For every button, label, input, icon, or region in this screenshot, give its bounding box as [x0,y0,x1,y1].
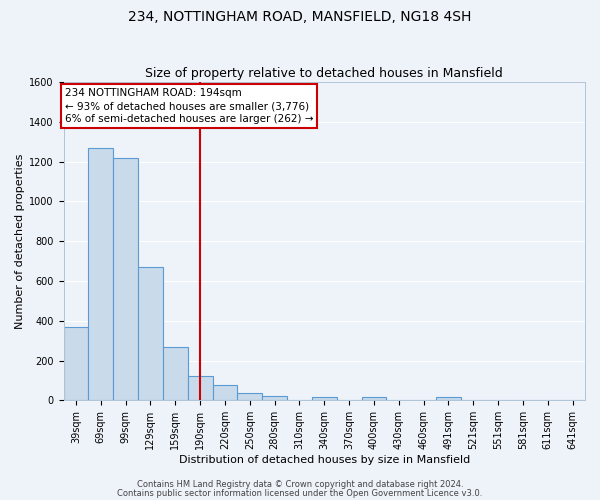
Bar [138,267,163,400]
Bar [238,394,262,400]
Text: 234, NOTTINGHAM ROAD, MANSFIELD, NG18 4SH: 234, NOTTINGHAM ROAD, MANSFIELD, NG18 4S… [128,10,472,24]
Bar [188,376,212,400]
Bar [212,386,238,400]
Bar [262,396,287,400]
X-axis label: Distribution of detached houses by size in Mansfield: Distribution of detached houses by size … [179,455,470,465]
Bar [88,148,113,400]
Bar [64,326,88,400]
Text: 234 NOTTINGHAM ROAD: 194sqm
← 93% of detached houses are smaller (3,776)
6% of s: 234 NOTTINGHAM ROAD: 194sqm ← 93% of det… [65,88,313,124]
Bar [312,398,337,400]
Text: Contains public sector information licensed under the Open Government Licence v3: Contains public sector information licen… [118,488,482,498]
Y-axis label: Number of detached properties: Number of detached properties [15,154,25,329]
Title: Size of property relative to detached houses in Mansfield: Size of property relative to detached ho… [145,66,503,80]
Bar [362,398,386,400]
Bar [436,398,461,400]
Text: Contains HM Land Registry data © Crown copyright and database right 2024.: Contains HM Land Registry data © Crown c… [137,480,463,489]
Bar [113,158,138,400]
Bar [163,346,188,401]
